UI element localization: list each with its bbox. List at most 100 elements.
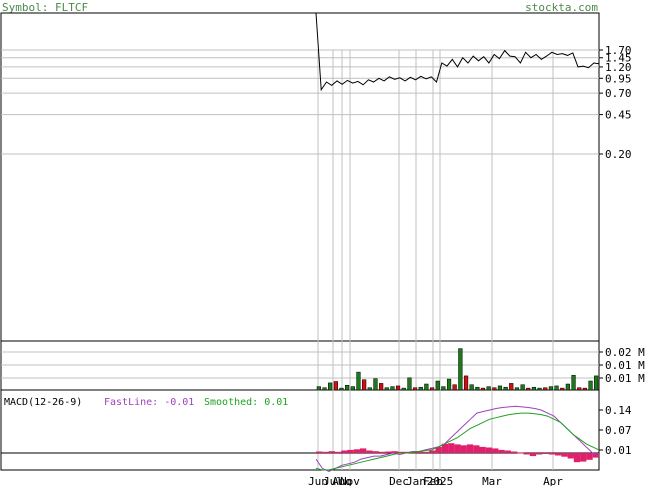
price-panel bbox=[0, 12, 600, 342]
volume-bar bbox=[412, 387, 418, 391]
macd-histogram-bar bbox=[347, 449, 354, 453]
macd-histogram-bar bbox=[473, 445, 480, 453]
macd-histogram-bar bbox=[592, 453, 599, 458]
vertical-gridlines bbox=[317, 50, 554, 470]
price-tick-label: 1.70 bbox=[605, 44, 632, 57]
x-tick-label: Dec bbox=[389, 475, 409, 486]
volume-bar bbox=[537, 387, 542, 391]
macd-histogram-bar bbox=[485, 447, 493, 453]
price-series bbox=[315, 12, 600, 92]
macd-histogram-bar bbox=[479, 446, 486, 453]
price-line bbox=[315, 12, 600, 92]
macd-title: MACD(12-26-9) bbox=[4, 397, 82, 408]
volume-bar bbox=[322, 387, 327, 391]
price-tick-label: 1.45 bbox=[605, 52, 632, 65]
symbol-label: Symbol: FLTCF bbox=[2, 1, 88, 14]
macd-histogram-bar bbox=[573, 453, 581, 463]
volume-bar bbox=[316, 386, 321, 391]
macd-tick-label: 0.01 bbox=[605, 444, 632, 457]
macd-histogram-bar bbox=[316, 451, 323, 453]
macd-histogram-bar bbox=[353, 449, 360, 453]
volume-bar bbox=[492, 387, 497, 391]
macd-histogram-bar bbox=[378, 451, 386, 453]
macd-panel bbox=[0, 389, 600, 471]
macd-histogram-bar bbox=[567, 453, 574, 459]
volume-bar bbox=[407, 377, 412, 391]
x-tick-label: 2025 bbox=[427, 475, 454, 486]
price-tick-label: 1.20 bbox=[605, 61, 632, 74]
volume-bar bbox=[367, 387, 372, 391]
macd-fast-line bbox=[315, 405, 600, 472]
brand-label: stockta.com bbox=[525, 1, 598, 14]
volume-bar bbox=[571, 375, 576, 391]
macd-histogram-bar bbox=[561, 453, 568, 457]
macd-histogram-bar bbox=[542, 453, 549, 454]
volume-bar bbox=[441, 386, 446, 391]
macd-histogram-bar bbox=[586, 453, 593, 460]
volume-bar bbox=[514, 387, 520, 391]
volume-bar bbox=[424, 383, 429, 391]
macd-histogram-bar bbox=[334, 451, 342, 453]
volume-axis: 0.02 M0.01 M0.01 M bbox=[599, 346, 645, 385]
macd-histogram-bar bbox=[511, 451, 518, 453]
x-tick-label: Apr bbox=[543, 475, 563, 486]
x-tick-label: Feb bbox=[423, 475, 443, 486]
volume-bar bbox=[588, 380, 593, 391]
macd-legend-fast: FastLine: -0.01 bbox=[104, 397, 194, 408]
volume-bars bbox=[316, 348, 599, 391]
volume-bar bbox=[486, 386, 491, 391]
x-tick-label: Jun bbox=[308, 475, 328, 486]
volume-tick-label: 0.01 M bbox=[605, 359, 645, 372]
macd-histogram-bar bbox=[466, 444, 474, 453]
macd-axis: 0.14 0.07 0.01 bbox=[599, 404, 632, 457]
macd-histogram-bar bbox=[416, 451, 423, 453]
volume-bar bbox=[509, 383, 514, 391]
macd-histogram-bar bbox=[322, 451, 329, 453]
volume-bar bbox=[379, 383, 384, 391]
volume-bar bbox=[345, 385, 350, 391]
volume-tick-label: 0.02 M bbox=[605, 346, 645, 359]
volume-bar bbox=[446, 378, 452, 391]
volume-bar bbox=[503, 386, 508, 391]
volume-bar bbox=[356, 371, 361, 391]
volume-bar bbox=[554, 385, 559, 391]
macd-histogram-bar bbox=[366, 450, 373, 453]
price-tick-label: 0.20 bbox=[605, 148, 632, 161]
macd-legend-smoothed: Smoothed: 0.01 bbox=[204, 397, 288, 408]
macd-histogram-bar bbox=[454, 444, 461, 453]
volume-bar bbox=[435, 380, 440, 391]
macd-histogram-bar bbox=[529, 453, 537, 457]
volume-bar bbox=[463, 375, 469, 391]
macd-tick-label: 0.14 bbox=[605, 404, 632, 417]
macd-smoothed-line bbox=[315, 412, 600, 471]
volume-bar bbox=[594, 375, 599, 391]
macd-histogram-bar bbox=[372, 451, 379, 453]
volume-bar bbox=[429, 387, 435, 391]
macd-histogram-bar bbox=[523, 453, 530, 455]
x-tick-label: Jan bbox=[406, 475, 426, 486]
volume-bar bbox=[458, 348, 463, 391]
volume-bar bbox=[401, 387, 406, 391]
macd-tick-label: 0.07 bbox=[605, 424, 632, 437]
volume-bar bbox=[582, 387, 587, 391]
volume-bar bbox=[452, 384, 457, 391]
volume-bar bbox=[560, 387, 565, 391]
volume-bar bbox=[373, 378, 378, 391]
x-tick-label: Nov bbox=[340, 475, 360, 486]
volume-tick-label: 0.01 M bbox=[605, 372, 645, 385]
macd-histogram-bar bbox=[517, 452, 524, 454]
volume-bar bbox=[418, 386, 423, 391]
macd-histogram-bar bbox=[448, 443, 455, 453]
volume-bar bbox=[384, 387, 389, 391]
macd-histogram-bar bbox=[548, 453, 555, 455]
price-tick-label: 0.70 bbox=[605, 87, 632, 100]
volume-bar bbox=[469, 384, 474, 391]
macd-histogram-bar bbox=[504, 450, 511, 453]
macd-histogram-bar bbox=[429, 450, 436, 453]
price-axis: 1.701.451.200.95 0.70 0.45 0.20 bbox=[599, 44, 632, 161]
volume-bar bbox=[480, 387, 486, 391]
macd-series bbox=[315, 405, 600, 472]
